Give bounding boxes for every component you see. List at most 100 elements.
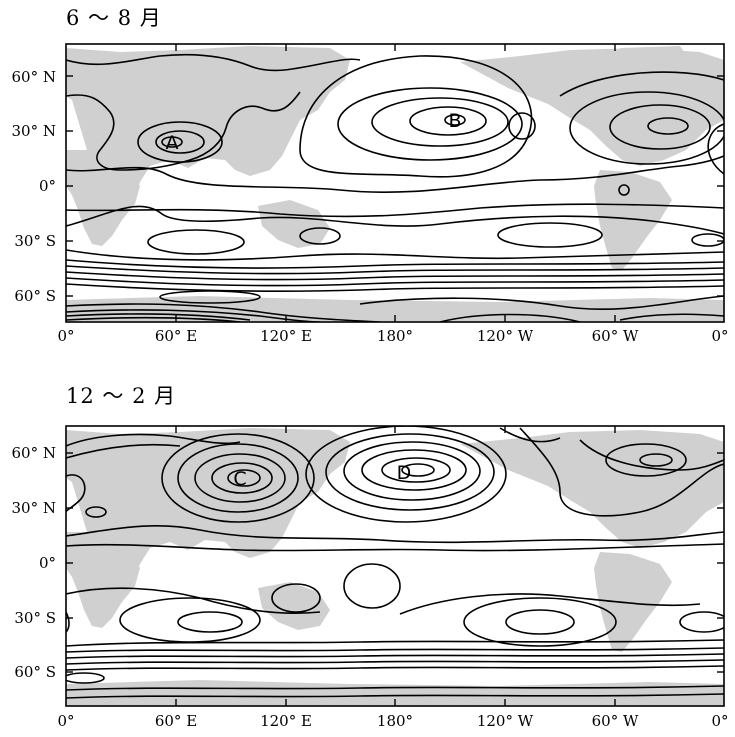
contour [609,104,711,150]
contour [66,693,724,699]
contour [605,443,687,477]
contour [325,433,495,511]
contour [463,597,617,647]
land-mask-summer [66,46,724,322]
contour [519,427,724,517]
contour [227,469,261,487]
lon-label-60e: 60° E [154,327,198,345]
land-greenland [620,46,690,72]
contour [66,265,724,275]
panel-summer: A B [66,46,724,322]
land-south-america [594,552,672,652]
contour [66,303,381,322]
land-antarctica [66,680,724,706]
contour [679,611,724,633]
contour [177,443,299,513]
lon-label-0: 0° [57,327,75,345]
contour [371,97,509,147]
lat-label-60n-b: 60° N [11,444,56,462]
frame-summer [65,43,725,323]
contour [66,672,105,684]
contour [66,277,724,287]
lon-label-180-b: 180° [376,712,414,730]
lat-label-30s-b: 30° S [14,609,56,627]
lat-label-30n-b: 30° N [11,499,56,517]
contour [66,313,251,321]
contour [691,233,724,247]
contour [66,443,181,459]
lon-label-60w: 60° W [591,327,639,345]
center-label-a: A [166,132,179,154]
contour [66,659,724,665]
contour [66,653,724,659]
panel-title-summer: 6 ～ 8 月 [66,6,162,30]
contour [299,227,341,245]
land-north-america [460,48,724,166]
contour [66,543,724,552]
land-australia [258,582,330,630]
lat-label-60s: 60° S [14,287,56,305]
center-label-b: B [448,110,461,132]
lon-label-180: 180° [376,327,414,345]
contour [66,665,724,671]
lon-label-120w-b: 120° W [476,712,534,730]
contour [337,87,523,161]
contour [66,309,321,322]
contour [343,441,481,501]
contour [66,685,724,691]
contour [66,205,724,235]
contour [119,597,261,643]
contour [299,55,533,178]
land-mask-winter [66,428,724,706]
contour [66,91,301,171]
lon-label-0-end: 0° [711,327,729,345]
center-label-d: D [397,462,412,484]
center-label-c: C [233,468,246,490]
lon-label-120w: 120° W [476,327,534,345]
contour [155,130,205,154]
lat-label-30n: 30° N [11,122,56,140]
contour [211,462,273,494]
frame-winter [65,425,725,707]
contour [399,593,701,615]
contour [161,136,183,148]
land-africa [66,532,140,628]
contour [409,106,487,136]
contour [639,453,673,467]
contour [508,112,536,140]
contour [66,53,361,72]
contour [343,563,401,609]
lon-label-60e-b: 60° E [154,712,198,730]
land-africa [66,150,140,246]
lon-label-120e: 120° E [260,327,312,345]
contour [66,271,724,281]
contour [381,457,451,483]
contour [66,433,241,447]
land-north-america [460,430,724,548]
contour [647,117,689,135]
contour [66,283,724,292]
contour [361,449,467,491]
contour [619,313,724,321]
lon-label-60w-b: 60° W [591,712,639,730]
contour [66,203,724,218]
contours-summer [66,53,724,322]
lat-label-eq: 0° [38,177,56,195]
contour [66,259,724,269]
contour [66,155,724,194]
ticks-summer [66,44,724,322]
contour [707,123,724,175]
panel-winter: C D [66,426,724,706]
contour [66,611,70,633]
contour [177,611,243,633]
contour [618,184,630,196]
contour [505,609,575,635]
contour [85,506,107,518]
contour [137,121,223,163]
contour [66,647,724,653]
contour [401,463,435,477]
contours-winter [66,426,724,699]
panel-title-winter: 12 ～ 2 月 [66,384,177,408]
lat-label-eq-b: 0° [38,554,56,572]
